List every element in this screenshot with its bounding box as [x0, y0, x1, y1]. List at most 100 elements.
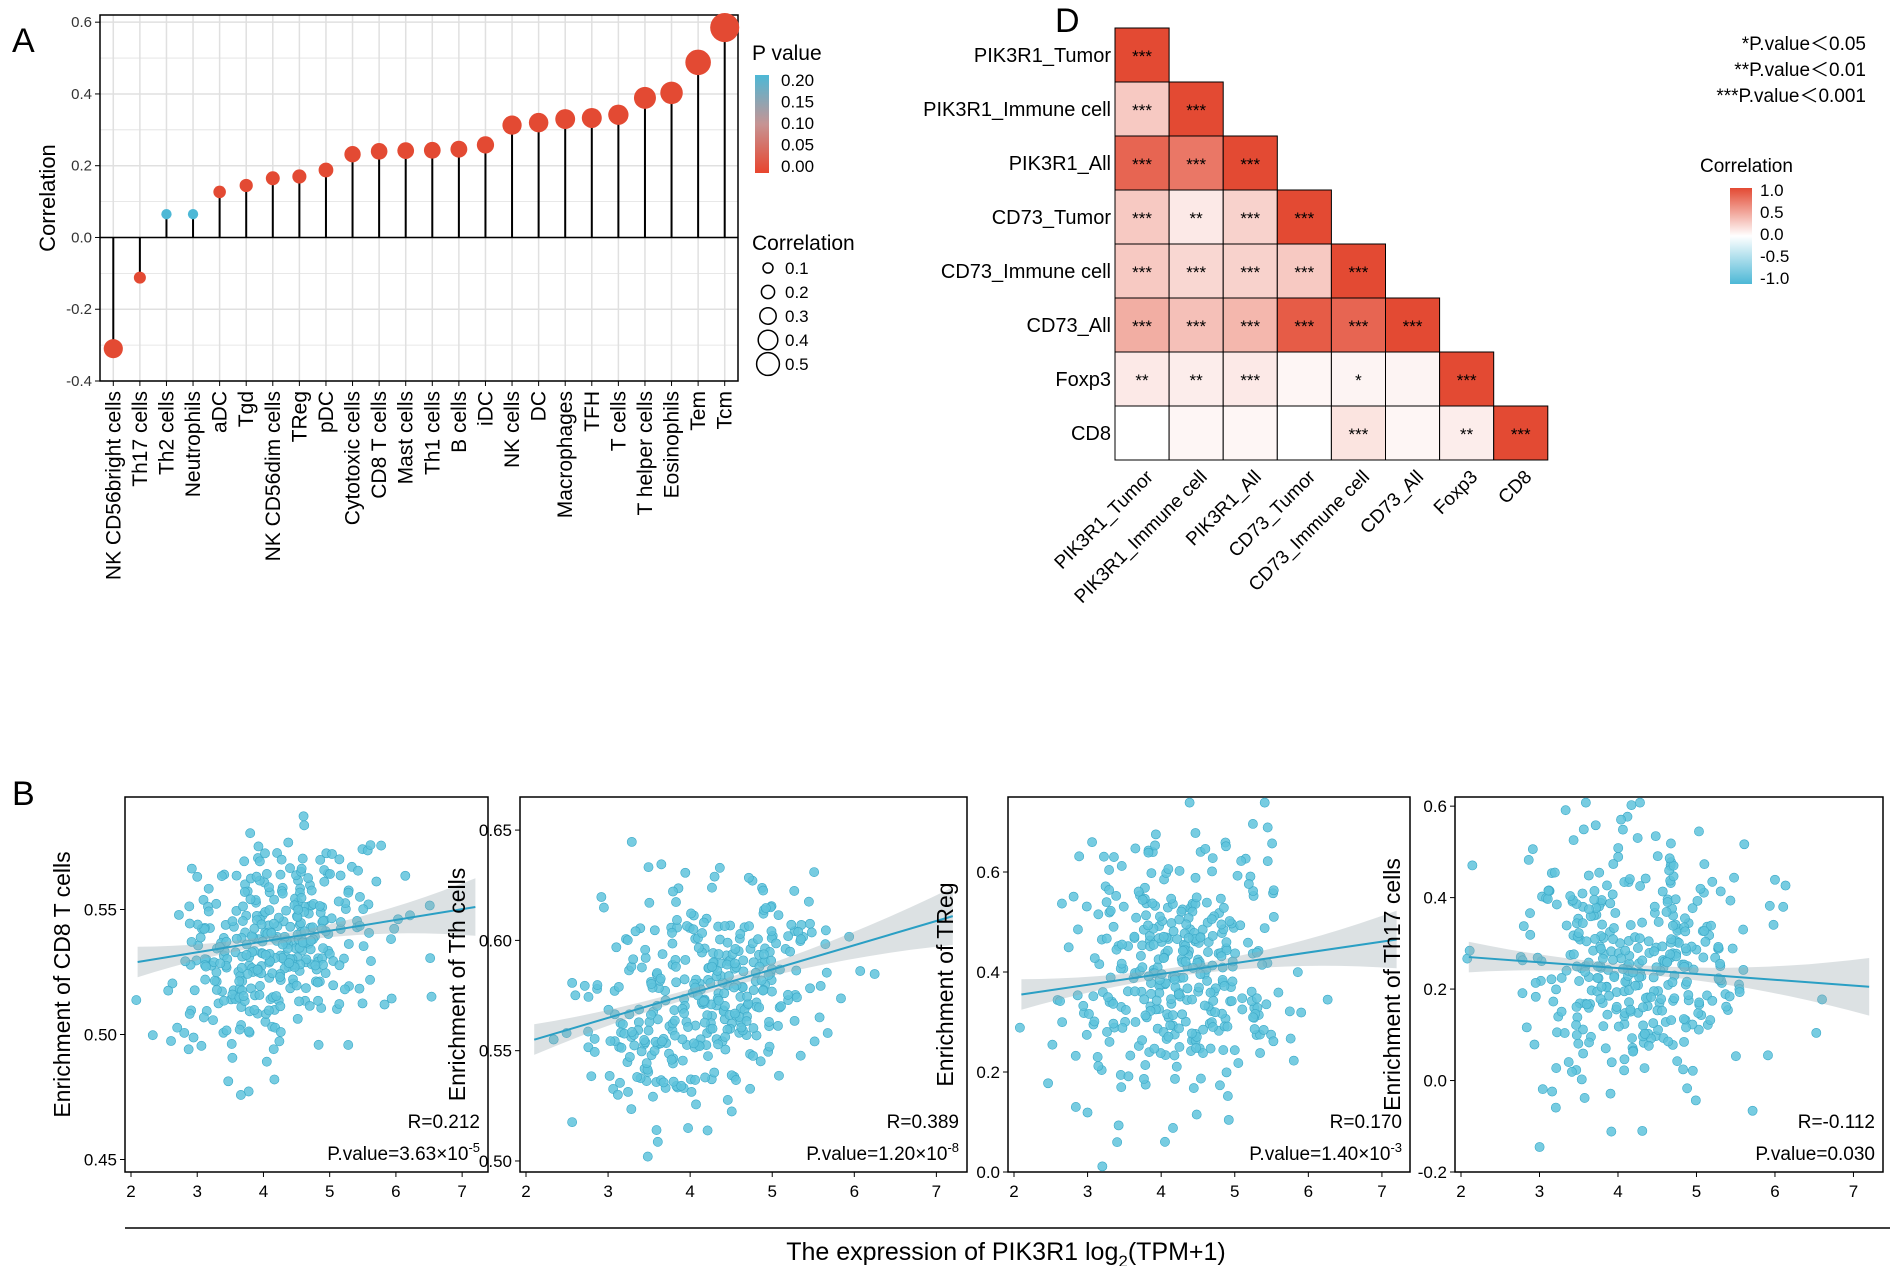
scatter-point — [1550, 1102, 1561, 1113]
scatter-ytick-label: 0.4 — [976, 963, 1000, 982]
scatter-xtick-label: 5 — [1692, 1182, 1701, 1201]
scatter-point — [628, 954, 639, 965]
scatter-xtick-label: 2 — [521, 1182, 530, 1201]
scatter-point — [1218, 1045, 1229, 1055]
scatter-point — [731, 1075, 741, 1085]
panel-d-cell-stars: *** — [1294, 209, 1314, 228]
scatter-point — [1600, 1043, 1611, 1054]
scatter-point — [1657, 886, 1668, 897]
scatter-point — [605, 1036, 616, 1047]
panel-a-pvalue-legend-title: P value — [752, 42, 822, 65]
scatter-point — [1243, 879, 1254, 889]
scatter-point — [693, 942, 704, 953]
scatter-point — [183, 1044, 194, 1055]
scatter-point — [815, 980, 826, 991]
panel-label-a: A — [12, 22, 35, 60]
panel-a-frame — [99, 14, 739, 382]
scatter-point — [303, 873, 314, 883]
scatter-point — [1666, 1015, 1677, 1026]
panel-d-cell-stars: *** — [1349, 317, 1369, 336]
scatter-point — [668, 1076, 679, 1087]
scatter-point — [1104, 1036, 1115, 1047]
scatter-point — [1768, 919, 1779, 930]
scatter-point — [314, 901, 325, 911]
scatter-point — [301, 983, 311, 994]
scatter-point — [1104, 885, 1115, 895]
panel-d-cell-stars: *** — [1186, 317, 1206, 336]
scatter-point — [1576, 1074, 1587, 1085]
panel-d-cell-stars: *** — [1186, 155, 1206, 174]
scatter-point — [1120, 1005, 1131, 1015]
scatter-point — [1246, 986, 1257, 997]
scatter-point — [570, 990, 581, 1001]
scatter-point — [1155, 911, 1165, 922]
scatter-point — [1208, 1022, 1218, 1032]
scatter-point — [1084, 1009, 1094, 1019]
scatter-point — [1296, 1007, 1307, 1018]
scatter-point — [1099, 851, 1109, 862]
scatter-point — [219, 995, 229, 1006]
scatter-point — [1137, 1035, 1147, 1046]
scatter-point — [186, 936, 197, 947]
scatter-point — [1168, 1010, 1178, 1021]
scatter-point — [1322, 994, 1333, 1005]
scatter-point — [366, 956, 376, 966]
scatter-point — [1158, 931, 1169, 942]
scatter-point — [1258, 1024, 1269, 1035]
scatter-confidence-band — [534, 887, 953, 1055]
scatter-point — [1637, 1125, 1648, 1136]
scatter-point — [277, 888, 288, 899]
panel-d-cell-stars: *** — [1132, 47, 1152, 66]
scatter-point — [189, 985, 200, 996]
panel-d-cell-stars: *** — [1132, 209, 1152, 228]
scatter-point — [820, 925, 831, 936]
scatter-point — [379, 999, 390, 1010]
scatter-point — [339, 984, 350, 995]
scatter-point — [1201, 897, 1212, 908]
scatter-point — [1218, 902, 1229, 913]
scatter-point — [1551, 1063, 1562, 1073]
scatter-ytick-label: 0.50 — [479, 1152, 512, 1171]
scatter-confidence-band — [137, 878, 476, 978]
scatter-point — [131, 995, 142, 1005]
scatter-point — [680, 954, 691, 965]
scatter-point — [1616, 814, 1626, 825]
scatter-point — [249, 1005, 260, 1015]
panel-a-xtick-label: Th2 cells — [155, 391, 178, 475]
scatter-point — [1180, 956, 1191, 967]
panel-a-pvalue-legend-tick: 0.15 — [781, 93, 814, 112]
scatter-point — [293, 904, 304, 915]
scatter-point — [251, 871, 262, 882]
panel-d-row-label: PIK3R1_Tumor — [974, 45, 1111, 67]
scatter-point — [783, 931, 794, 942]
scatter-point — [764, 1016, 774, 1027]
scatter-point — [814, 1012, 825, 1023]
scatter-point — [1577, 918, 1588, 929]
panel-b-scatter-2: 2 3 4 5 6 7 0.50 0.55 0.60 0.65 Enrichment of Tfh … — [444, 796, 968, 1201]
scatter-point — [318, 943, 328, 953]
scatter-point — [1147, 898, 1158, 909]
panel-a-xtick-label: T cells — [607, 391, 630, 451]
scatter-point — [1639, 1028, 1650, 1039]
scatter-point — [283, 837, 294, 848]
scatter-point — [688, 924, 699, 935]
panel-a-size-legend-circle — [762, 262, 774, 274]
panel-d-cell — [1276, 189, 1332, 245]
scatter-xtick-label: 5 — [767, 1182, 776, 1201]
scatter-xtick-label: 2 — [1456, 1182, 1465, 1201]
scatter-point — [353, 865, 363, 876]
scatter-point — [333, 896, 344, 907]
scatter-point — [1561, 920, 1572, 931]
scatter-point — [630, 926, 641, 937]
panel-a-point — [161, 208, 172, 220]
scatter-point — [1262, 856, 1273, 867]
scatter-point — [603, 1004, 614, 1015]
scatter-point — [1525, 929, 1536, 940]
scatter-point — [667, 927, 677, 938]
scatter-point — [320, 968, 331, 979]
scatter-point — [744, 921, 754, 932]
scatter-point — [1191, 1109, 1202, 1120]
scatter-point — [1203, 947, 1213, 957]
scatter-point — [869, 969, 880, 979]
